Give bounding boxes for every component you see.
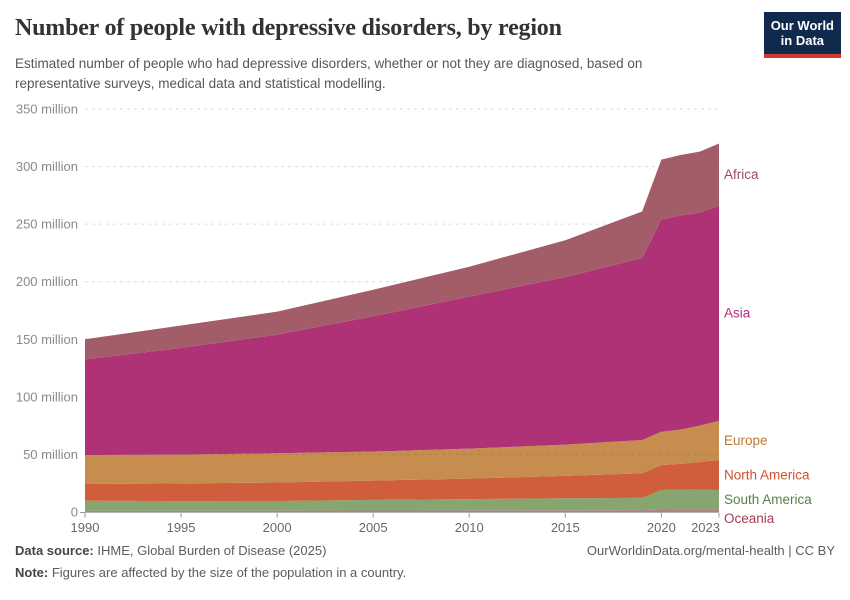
owid-logo-line1: Our World	[770, 18, 834, 33]
y-axis-tick-label: 150 million	[16, 332, 78, 347]
y-axis-tick-label: 300 million	[16, 159, 78, 174]
y-axis-tick-label: 100 million	[16, 389, 78, 404]
area-oceania[interactable]	[85, 509, 719, 512]
note-label: Note:	[15, 565, 49, 580]
page-title: Number of people with depressive disorde…	[15, 15, 562, 41]
note-value: Figures are affected by the size of the …	[48, 565, 407, 580]
owid-logo-line2: in Data	[780, 33, 825, 49]
x-axis-tick-label: 2000	[263, 520, 292, 535]
page-subtitle: Estimated number of people who had depre…	[15, 56, 643, 92]
y-axis-tick-label: 250 million	[16, 217, 78, 232]
legend-label-north-america[interactable]: North America	[724, 467, 810, 482]
y-axis-tick-label: 350 million	[16, 102, 78, 117]
x-axis-tick-label: 1990	[71, 520, 100, 535]
note-line: Note: Figures are affected by the size o…	[15, 565, 406, 580]
x-axis-tick-label: 2005	[359, 520, 388, 535]
area-asia[interactable]	[85, 205, 719, 456]
owid-logo[interactable]: Our World in Data	[763, 12, 841, 58]
legend-label-africa[interactable]: Africa	[724, 167, 759, 182]
x-axis-tick-label: 2015	[551, 520, 580, 535]
legend-label-asia[interactable]: Asia	[724, 306, 751, 321]
x-axis-tick-label: 1995	[167, 520, 196, 535]
area-africa[interactable]	[85, 143, 719, 360]
data-source-value: IHME, Global Burden of Disease (2025)	[93, 543, 327, 558]
x-axis-tick-label: 2020	[647, 520, 676, 535]
area-south-america[interactable]	[85, 489, 719, 511]
y-axis-tick-label: 0	[71, 505, 78, 520]
area-europe[interactable]	[85, 420, 719, 485]
data-source-label: Data source:	[15, 543, 94, 558]
x-axis-tick-label: 2010	[455, 520, 484, 535]
y-axis-tick-label: 50 million	[23, 447, 78, 462]
y-axis-tick-label: 200 million	[16, 274, 78, 289]
legend-label-europe[interactable]: Europe	[724, 433, 768, 448]
x-axis-tick-label: 2023	[691, 520, 720, 535]
legend-label-south-america[interactable]: South America	[724, 492, 812, 507]
area-north-america[interactable]	[85, 459, 719, 502]
legend-label-oceania[interactable]: Oceania	[724, 511, 775, 526]
data-source-line: Data source: IHME, Global Burden of Dise…	[15, 543, 326, 558]
owid-link[interactable]: OurWorldinData.org/mental-health | CC BY	[586, 543, 835, 558]
